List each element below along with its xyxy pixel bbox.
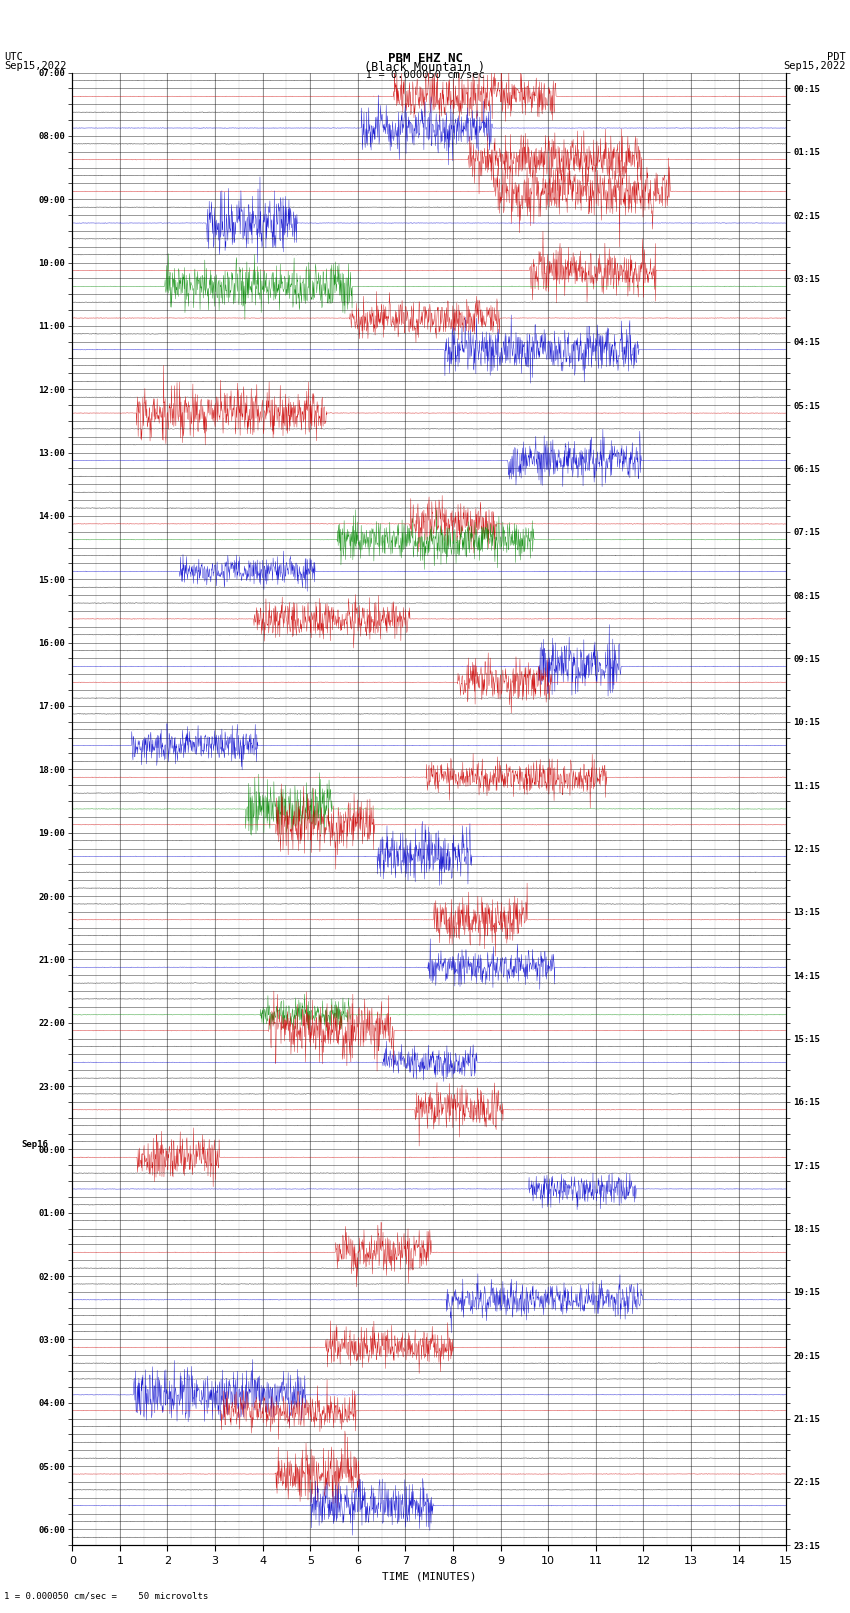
Text: Sep16: Sep16 bbox=[21, 1140, 48, 1150]
Text: (Black Mountain ): (Black Mountain ) bbox=[365, 61, 485, 74]
Text: PDT: PDT bbox=[827, 52, 846, 63]
Text: PBM EHZ NC: PBM EHZ NC bbox=[388, 52, 462, 66]
Text: 1 = 0.000050 cm/sec =    50 microvolts: 1 = 0.000050 cm/sec = 50 microvolts bbox=[4, 1590, 208, 1600]
Text: UTC: UTC bbox=[4, 52, 23, 63]
Text: Sep15,2022: Sep15,2022 bbox=[783, 61, 846, 71]
Text: Sep15,2022: Sep15,2022 bbox=[4, 61, 67, 71]
Text: I = 0.000050 cm/sec: I = 0.000050 cm/sec bbox=[366, 71, 484, 81]
X-axis label: TIME (MINUTES): TIME (MINUTES) bbox=[382, 1571, 477, 1581]
